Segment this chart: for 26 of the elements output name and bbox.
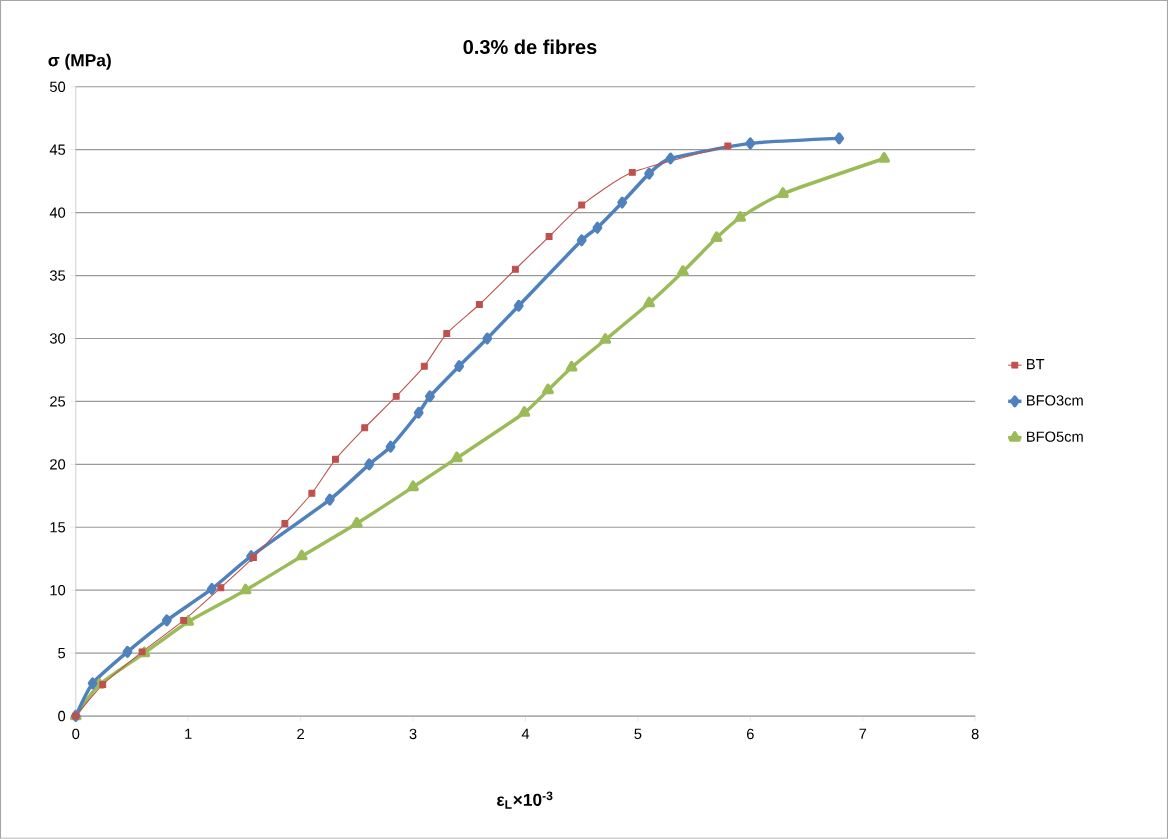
x-tick-label: 4 — [521, 728, 530, 739]
x-tick-label: 8 — [971, 728, 979, 740]
y-tick-label: 45 — [49, 144, 66, 155]
y-tick-label: 35 — [49, 270, 66, 281]
y-axis-title: σ (MPa) — [48, 53, 111, 70]
y-tick-label: 30 — [49, 333, 66, 344]
x-tick-label: 5 — [634, 728, 642, 740]
legend-label: BFO5cm — [1027, 431, 1083, 442]
x-tick-label: 6 — [747, 728, 754, 740]
y-tick-label: 15 — [50, 522, 66, 533]
x-axis-title: ε$_{L}$×10$^{-3}$ — [497, 791, 553, 809]
y-tick-label: 25 — [50, 396, 66, 407]
x-tick-label: 7 — [859, 728, 867, 739]
y-tick-label: 40 — [49, 207, 66, 218]
y-tick-label: 20 — [50, 459, 66, 470]
y-tick-label: 0 — [58, 710, 66, 722]
x-tick-label: 0 — [72, 728, 80, 740]
x-tick-label: 1 — [185, 728, 192, 739]
y-tick-label: 10 — [50, 585, 66, 596]
chart-title: 0.3% de fibres — [463, 39, 597, 55]
x-tick-label: 2 — [297, 728, 304, 740]
y-tick-label: 50 — [49, 81, 66, 93]
legend-label: BT — [1027, 359, 1045, 370]
y-tick-label: 5 — [58, 648, 66, 659]
x-tick-label: 3 — [409, 728, 417, 740]
legend-label: BFO3cm — [1027, 395, 1083, 406]
